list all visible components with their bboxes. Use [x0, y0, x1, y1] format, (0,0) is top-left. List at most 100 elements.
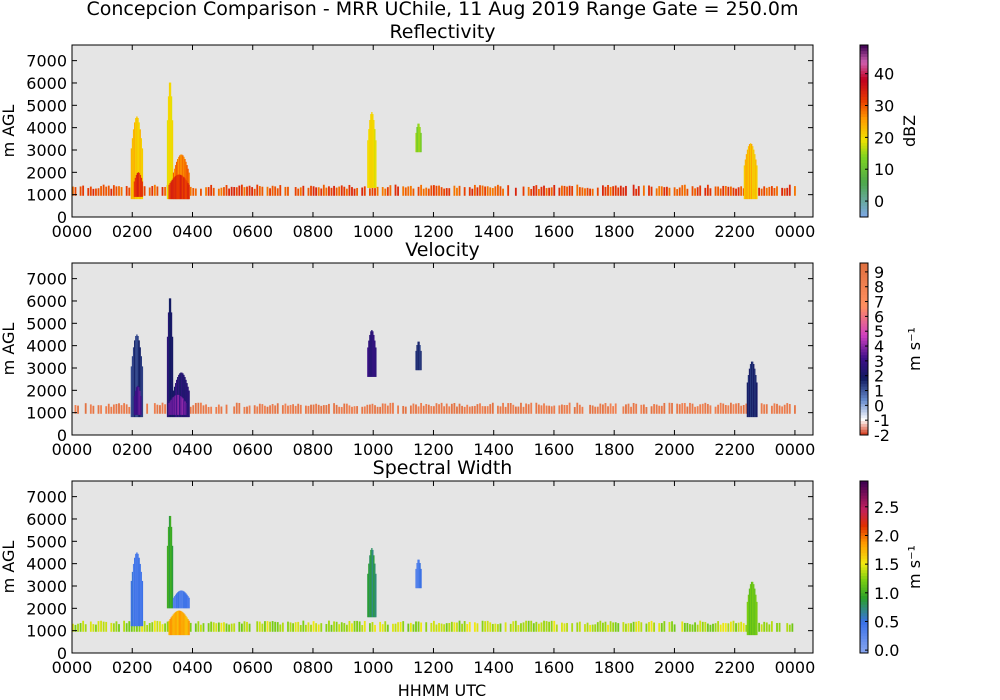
surface-band-stripe — [517, 625, 520, 632]
echo-column — [169, 82, 172, 200]
echo-column — [166, 120, 169, 200]
surface-band-stripe — [356, 406, 359, 414]
surface-band-stripe — [686, 406, 689, 414]
surface-band-stripe — [581, 187, 584, 196]
surface-band-stripe — [266, 621, 269, 632]
x-tick-label: 1800 — [594, 658, 635, 677]
y-tick-label: 4000 — [26, 119, 67, 138]
echo-column — [140, 356, 142, 418]
surface-band-stripe — [353, 188, 356, 196]
echo-column — [417, 341, 419, 371]
surface-band-stripe — [297, 188, 300, 196]
surface-band-stripe — [673, 624, 676, 632]
colorbar-segment — [860, 607, 868, 611]
surface-band-stripe — [384, 621, 387, 632]
colorbar-segment — [860, 409, 868, 413]
colorbar-segment — [860, 621, 868, 625]
echo-column — [171, 615, 173, 636]
surface-band-stripe — [666, 186, 668, 196]
surface-band-stripe — [261, 623, 264, 632]
surface-band-stripe — [200, 624, 202, 632]
surface-band-stripe — [102, 621, 105, 632]
surface-band-stripe — [445, 623, 448, 632]
colorbar-segment — [860, 417, 868, 422]
echo-column — [135, 174, 138, 197]
surface-band-stripe — [371, 622, 374, 632]
surface-band-stripe — [82, 620, 85, 632]
echo-cell-1 — [166, 515, 174, 609]
surface-band-stripe — [404, 406, 407, 414]
surface-band-stripe — [714, 186, 717, 196]
colorbar-segment — [860, 357, 868, 361]
echo-column — [131, 356, 134, 418]
surface-band-stripe — [773, 403, 776, 414]
surface-band-stripe — [422, 188, 425, 196]
surface-band-stripe — [571, 623, 574, 632]
colorbar-segment — [860, 632, 868, 637]
surface-band-stripe — [476, 623, 479, 632]
surface-band-stripe — [271, 404, 274, 414]
echo-column — [184, 178, 186, 200]
x-tick-label: 1800 — [594, 222, 635, 241]
echo-column — [754, 368, 756, 418]
surface-band-stripe — [642, 404, 645, 414]
echo-column — [168, 82, 171, 200]
colorbar-segment — [860, 535, 868, 539]
colorbar-segment — [860, 374, 868, 379]
surface-band-stripe — [730, 186, 732, 196]
surface-band-stripe — [645, 407, 648, 414]
surface-band-stripe — [417, 406, 420, 414]
panel-title: Velocity — [405, 239, 480, 261]
surface-band-stripe — [427, 188, 430, 196]
y-tick-label: 3000 — [26, 359, 67, 378]
echo-column — [174, 176, 177, 200]
colorbar-segment — [860, 142, 868, 146]
colorbar-segment — [860, 139, 868, 143]
surface-band-stripe — [210, 406, 213, 414]
surface-band-stripe — [776, 186, 778, 196]
colorbar-segment — [860, 363, 868, 367]
colorbar-segment — [860, 306, 868, 310]
surface-band-stripe — [217, 188, 220, 196]
surface-band-stripe — [161, 402, 164, 414]
surface-band-stripe — [110, 406, 113, 414]
echo-column — [166, 545, 169, 609]
y-tick-label: 7000 — [26, 488, 67, 507]
surface-band-stripe — [123, 403, 126, 414]
surface-band-stripe — [532, 623, 535, 632]
surface-band-stripe — [458, 403, 461, 414]
surface-band-stripe — [576, 622, 579, 632]
echo-column — [130, 580, 133, 627]
surface-band-stripe — [238, 402, 241, 414]
surface-band-stripe — [118, 403, 120, 414]
surface-band-stripe — [676, 403, 679, 414]
colorbar-segment — [860, 503, 868, 508]
surface-band-stripe — [271, 621, 274, 632]
y-tick-label: 3000 — [26, 577, 67, 596]
surface-band-stripe — [776, 403, 778, 414]
echo-column — [370, 114, 372, 188]
echo-column — [135, 335, 137, 418]
surface-band-stripe — [143, 186, 146, 196]
y-tick-label: 5000 — [26, 314, 67, 333]
surface-band-stripe — [548, 405, 551, 414]
surface-band-stripe — [758, 622, 760, 632]
surface-band-stripe — [630, 406, 632, 414]
surface-band-stripe — [420, 402, 423, 414]
surface-band-stripe — [632, 184, 635, 196]
echo-column — [418, 341, 420, 371]
surface-band-stripe — [463, 621, 466, 632]
echo-column — [139, 390, 141, 415]
surface-band-stripe — [189, 406, 192, 414]
surface-band-stripe — [210, 184, 213, 196]
surface-band-stripe — [599, 403, 602, 414]
surface-band — [72, 620, 794, 632]
surface-band-stripe — [706, 184, 709, 196]
echo-column — [176, 394, 179, 415]
echo-cell-0 — [130, 552, 144, 627]
surface-band-stripe — [333, 403, 335, 414]
colorbar-segment — [860, 389, 868, 393]
surface-band-stripe — [543, 620, 545, 632]
surface-band-stripe — [448, 406, 451, 414]
surface-band-stripe — [758, 187, 760, 196]
